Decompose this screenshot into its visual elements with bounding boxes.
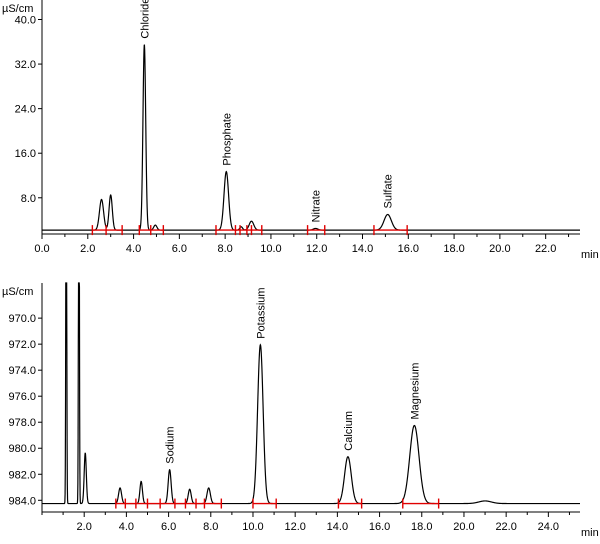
x-tick-label: 0.0 bbox=[34, 243, 49, 255]
x-axis-unit-label: min bbox=[581, 249, 599, 261]
peak-label: Nitrate bbox=[311, 190, 323, 222]
x-tick-label: 12.0 bbox=[306, 243, 327, 255]
cation-chromatogram-panel: µS/cm 970.0 972.0 974.0 976.0 978.0 980.0 982.0… bbox=[2, 282, 599, 539]
x-tick-label: 6.0 bbox=[172, 243, 187, 255]
x-tick-label: 16.0 bbox=[369, 521, 390, 533]
x-tick-label: 4.0 bbox=[126, 243, 141, 255]
y-tick-label: 980.0 bbox=[8, 443, 36, 455]
x-tick-label: 4.0 bbox=[119, 521, 134, 533]
y-tick-label: 972.0 bbox=[8, 339, 36, 351]
x-tick-label: 2.0 bbox=[80, 243, 95, 255]
y-axis-unit-label: µS/cm bbox=[2, 3, 33, 15]
x-tick-label: 18.0 bbox=[443, 243, 464, 255]
x-tick-label: 22.0 bbox=[535, 243, 556, 255]
peak-label: Sodium bbox=[165, 426, 177, 463]
peak-label: Potassium bbox=[255, 287, 267, 338]
x-tick-label: 14.0 bbox=[352, 243, 373, 255]
x-tick-label: 24.0 bbox=[538, 521, 559, 533]
y-tick-label: 24.0 bbox=[15, 104, 36, 116]
y-tick-label: 984.0 bbox=[8, 495, 36, 507]
y-tick-label: 8.0 bbox=[21, 193, 36, 205]
x-tick-label: 6.0 bbox=[161, 521, 176, 533]
x-axis-unit-label: min bbox=[581, 527, 599, 539]
x-tick-label: 20.0 bbox=[453, 521, 474, 533]
x-tick-label: 10.0 bbox=[242, 521, 263, 533]
peak-label: Phosphate bbox=[221, 113, 233, 166]
anion-chromatogram-panel: µS/cm 8.0 16.0 24.0 32.0 40.0 0.0 2.0 4.0 6.0 8.0 1… bbox=[2, 0, 599, 261]
x-tick-label: 10.0 bbox=[260, 243, 281, 255]
x-tick-label: 14.0 bbox=[327, 521, 348, 533]
peak-label: Chloride bbox=[139, 0, 151, 39]
x-tick-label: 2.0 bbox=[77, 521, 92, 533]
x-tick-label: 20.0 bbox=[489, 243, 510, 255]
y-tick-label: 40.0 bbox=[15, 15, 36, 27]
peak-label: Calcium bbox=[343, 411, 355, 451]
x-tick-label: 18.0 bbox=[411, 521, 432, 533]
x-tick-label: 16.0 bbox=[398, 243, 419, 255]
y-tick-label: 982.0 bbox=[8, 469, 36, 481]
x-tick-label: 12.0 bbox=[284, 521, 305, 533]
x-tick-label: 22.0 bbox=[495, 521, 516, 533]
peak-label: Magnesium bbox=[409, 363, 421, 420]
signal-trace bbox=[42, 282, 580, 505]
y-tick-label: 970.0 bbox=[8, 313, 36, 325]
y-axis-unit-label: µS/cm bbox=[2, 286, 33, 298]
y-tick-label: 16.0 bbox=[15, 148, 36, 160]
y-tick-label: 974.0 bbox=[8, 365, 36, 377]
x-tick-label: 8.0 bbox=[203, 521, 218, 533]
peak-label: Sulfate bbox=[383, 174, 395, 208]
y-tick-label: 32.0 bbox=[15, 59, 36, 71]
y-tick-label: 976.0 bbox=[8, 391, 36, 403]
y-tick-label: 978.0 bbox=[8, 417, 36, 429]
x-tick-label: 8.0 bbox=[218, 243, 233, 255]
